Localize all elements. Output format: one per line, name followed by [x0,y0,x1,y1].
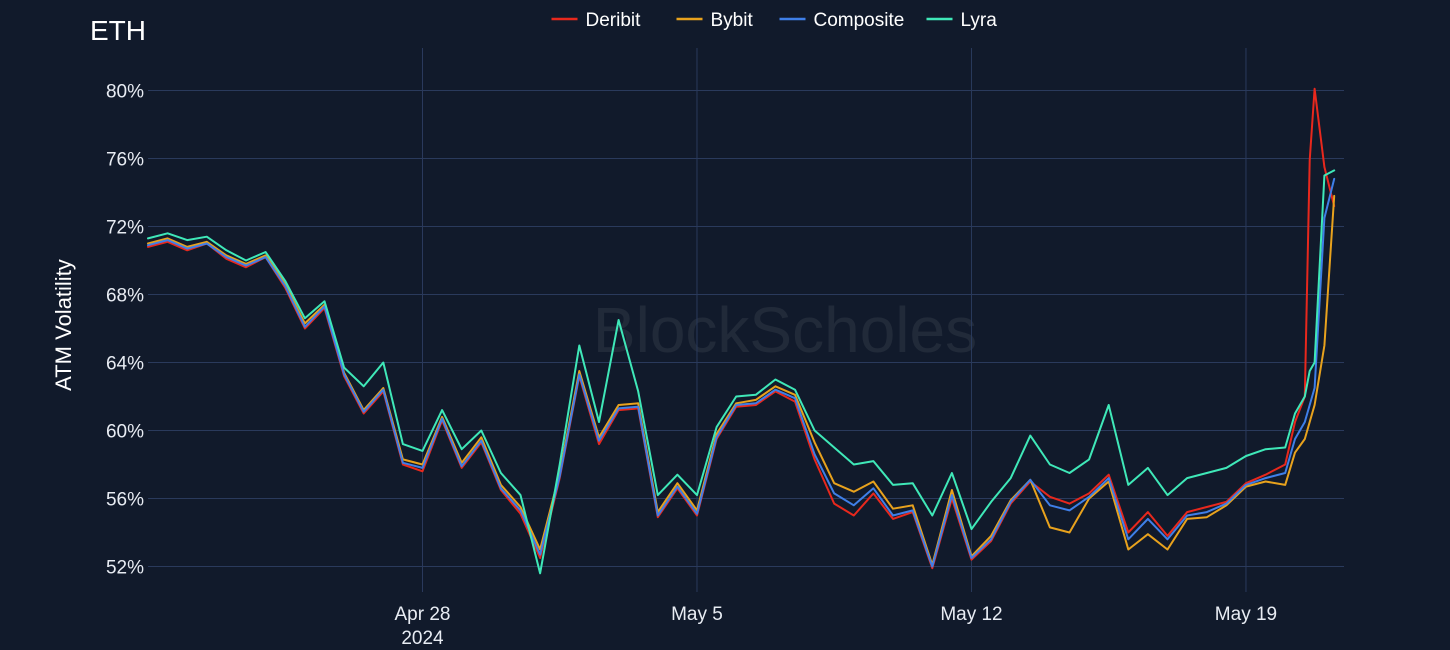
x-tick-sublabel: 2024 [401,628,444,649]
legend[interactable]: Deribit Bybit Composite Lyra [551,10,998,31]
x-axis: Apr 28 2024 May 5 May 12 May 19 [394,604,1277,649]
y-axis-title: ATM Volatility [51,259,76,391]
watermark: BlockScholes [593,294,977,366]
legend-item-composite[interactable]: Composite [779,10,905,31]
legend-item-bybit[interactable]: Bybit [676,10,754,31]
y-tick-label: 52% [106,558,144,579]
series-line-bybit [147,194,1336,566]
y-tick-label: 80% [106,82,144,103]
y-tick-label: 64% [106,354,144,375]
y-tick-label: 76% [106,150,144,171]
x-tick-label: May 12 [940,604,1002,625]
x-tick-label: Apr 28 [394,604,450,625]
series-line-composite [147,177,1336,568]
series-layer [147,87,1336,575]
legend-label: Composite [814,10,905,31]
y-tick-label: 68% [106,286,144,307]
legend-label: Lyra [961,10,998,31]
grid [148,48,1344,592]
series-line-lyra [147,169,1336,575]
x-tick-label: May 19 [1215,604,1277,625]
legend-label: Bybit [711,10,754,31]
y-tick-label: 60% [106,422,144,443]
legend-label: Deribit [586,10,642,31]
y-tick-label: 56% [106,490,144,511]
chart-title: ETH [90,15,146,46]
y-tick-label: 72% [106,218,144,239]
x-tick-label: May 5 [671,604,723,625]
legend-item-lyra[interactable]: Lyra [926,10,998,31]
legend-item-deribit[interactable]: Deribit [551,10,642,31]
y-axis: 52% 56% 60% 64% 68% 72% 76% 80% [106,82,144,579]
